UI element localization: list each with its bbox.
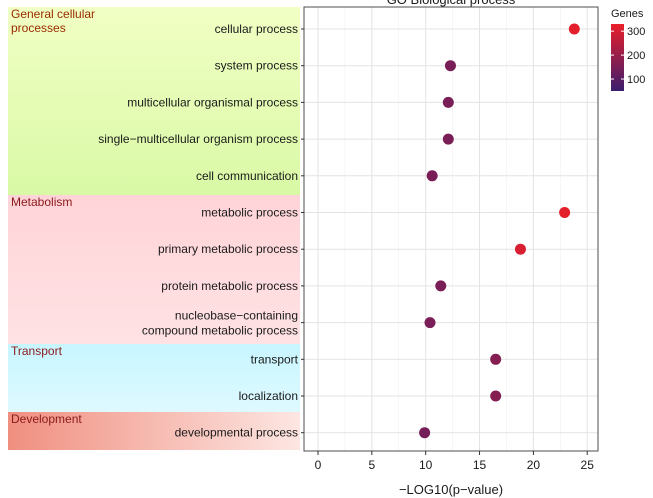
legend-title: Genes [611,8,644,20]
data-point-0 [568,23,580,35]
panel-border [303,6,599,452]
data-point-8 [424,317,436,329]
data-point-3 [442,133,454,145]
chart-title: GO Biological process [387,0,516,7]
data-point-2 [442,96,454,108]
data-point-10 [490,390,502,402]
term-label-5: metabolic process [201,206,298,220]
group-label-0: General cellular processes [11,7,95,35]
legend-tick-1: 200 [627,50,645,62]
data-point-9 [490,353,502,365]
term-label-1: system process [215,59,298,73]
x-tick-label-1: 5 [369,458,376,472]
x-axis-title: −LOG10(p−value) [399,482,503,497]
group-label-2: Transport [11,344,63,358]
x-tick-label-5: 25 [581,458,595,472]
x-tick-label-3: 15 [473,458,487,472]
group-label-3: Development [11,412,82,426]
x-tick-label-0: 0 [315,458,322,472]
term-label-10: localization [239,389,298,403]
term-label-11: developmental process [175,426,298,440]
term-label-4: cell communication [196,169,298,183]
data-point-1 [444,60,456,72]
term-label-6: primary metabolic process [158,242,298,256]
legend-colorbar [611,24,624,91]
legend-tick-0: 300 [627,26,645,38]
data-point-4 [426,170,438,182]
group-band-0 [8,7,300,195]
term-label-8: nucleobase−containing compound metabolic … [142,309,298,338]
group-band-3 [8,412,300,450]
data-point-7 [435,280,447,292]
group-band-2 [8,344,300,412]
group-band-1 [8,195,300,344]
legend-tick-2: 100 [627,74,645,86]
plot-panel [304,7,598,451]
x-tick-label-2: 10 [419,458,433,472]
data-point-5 [559,207,571,218]
data-point-6 [514,243,526,255]
x-tick-label-4: 20 [527,458,541,472]
term-label-3: single−multicellular organism process [98,132,298,146]
term-label-0: cellular process [215,22,298,36]
data-point-11 [419,427,431,439]
term-label-9: transport [251,352,299,366]
term-label-2: multicellular organismal process [127,95,298,109]
term-label-7: protein metabolic process [161,279,298,293]
group-label-1: Metabolism [11,195,72,209]
